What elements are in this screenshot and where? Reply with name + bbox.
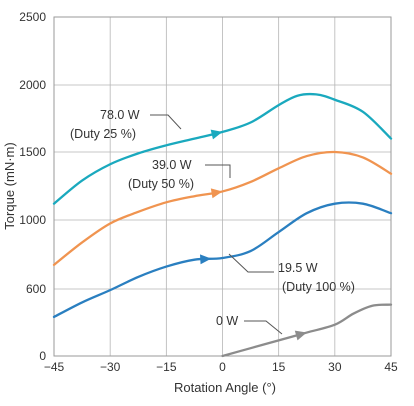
x-tick-label: 45	[384, 360, 398, 374]
y-tick-label: 1000	[19, 213, 46, 227]
series-arrow-78w	[210, 129, 223, 140]
series-arrow-0w	[294, 330, 307, 341]
x-tick-label: −30	[100, 360, 121, 374]
series-label-78w: 78.0 W	[100, 108, 140, 122]
series-duty-label-39w: (Duty 50 %)	[128, 177, 194, 191]
x-tick-label: 0	[219, 360, 226, 374]
leader-line-78w	[150, 114, 182, 130]
grid-lines	[53, 16, 392, 357]
series-layer	[52, 92, 393, 358]
leader-line-0w	[244, 320, 283, 335]
series-duty-label-78w: (Duty 25 %)	[70, 127, 136, 141]
y-tick-label: 2000	[19, 78, 46, 92]
series-label-19-5w: 19.5 W	[278, 261, 318, 275]
series-line-78w	[52, 92, 393, 205]
tick-labels: −45 −30 −15 0 15 30 45 0 600 1000 1500 2000 2500	[19, 10, 398, 374]
series-label-39w: 39.0 W	[152, 158, 192, 172]
x-tick-label: 15	[272, 360, 286, 374]
series-arrow-19-5w	[199, 254, 212, 265]
series-arrow-39w	[210, 188, 223, 199]
x-tick-label: −15	[156, 360, 177, 374]
series-duty-label-19-5w: (Duty 100 %)	[282, 280, 355, 294]
annotations: 78.0 W (Duty 25 %) 39.0 W (Duty 50 %) 19.5 W…	[70, 108, 355, 335]
series-line-19-5w	[52, 201, 393, 319]
y-tick-label: 1500	[19, 145, 46, 159]
series-label-0w: 0 W	[216, 314, 238, 328]
x-tick-label: −45	[44, 360, 65, 374]
x-tick-label: 30	[328, 360, 342, 374]
series-line-0w	[221, 303, 393, 358]
leader-line-39w	[205, 164, 231, 178]
y-tick-label: 0	[39, 349, 46, 363]
x-axis-title: Rotation Angle (°)	[174, 380, 276, 395]
y-tick-label: 2500	[19, 10, 46, 24]
y-tick-label: 600	[26, 282, 46, 296]
y-axis-title: Torque (mN·m)	[2, 142, 17, 229]
leader-line-19-5w	[228, 253, 274, 273]
